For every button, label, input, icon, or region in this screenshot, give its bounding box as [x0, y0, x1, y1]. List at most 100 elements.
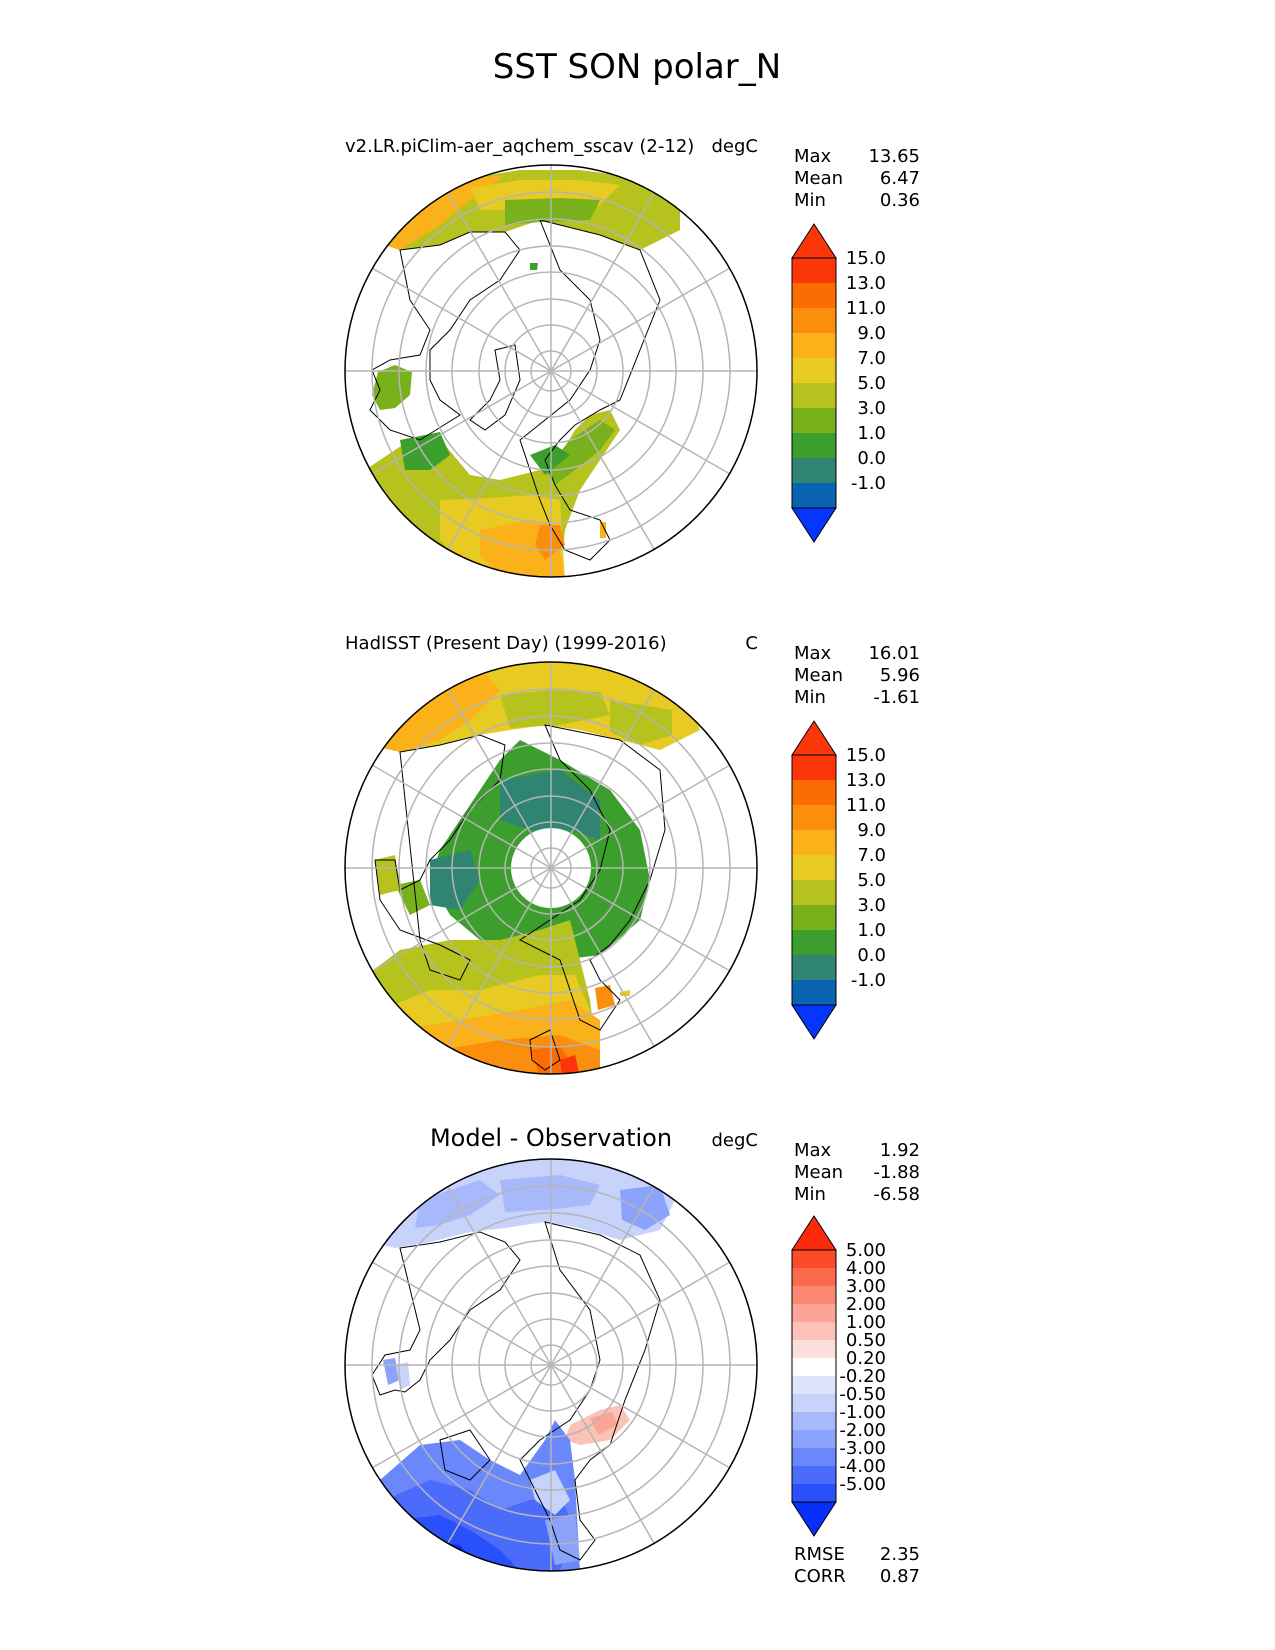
stat-label: RMSE — [794, 1544, 845, 1565]
colorbar-tick-label: 5.00 — [846, 1240, 886, 1261]
extra-stats-block: RMSE 2.35 CORR 0.87 — [794, 1544, 920, 1587]
colorbar-tick-label: 11.0 — [846, 298, 886, 319]
colorbar-swatch — [792, 880, 836, 905]
stat-value: 5.96 — [880, 665, 920, 686]
coastline — [529, 1029, 561, 1071]
figure-title: SST SON polar_N — [493, 47, 781, 87]
sst-region — [610, 700, 672, 745]
colorbar-extend-min — [791, 507, 837, 543]
sst-region — [530, 263, 538, 270]
colorbar-swatch — [792, 1268, 836, 1286]
coastline — [374, 734, 506, 981]
colorbar-tick-label: 5.0 — [857, 373, 886, 394]
colorbar-swatch — [792, 433, 836, 458]
panel-title: HadISST (Present Day) (1999-2016) — [345, 633, 667, 654]
sst-region — [375, 855, 400, 895]
stat-value: -1.61 — [873, 687, 920, 708]
colorbar-swatch — [792, 955, 836, 980]
colorbar-tick-label: 1.0 — [857, 423, 886, 444]
colorbar-swatch — [792, 1340, 836, 1358]
map-boundary — [344, 164, 758, 578]
colorbar-tick-label: -1.0 — [851, 970, 886, 991]
colorbar-extend-max — [791, 223, 837, 259]
colorbar-swatch — [792, 1250, 836, 1268]
coastline — [519, 1221, 661, 1561]
bias-region — [500, 1175, 600, 1212]
panel-units: degC — [712, 136, 759, 157]
map-boundary — [344, 1158, 758, 1572]
colorbar-tick-label: 9.0 — [857, 323, 886, 344]
sst-region — [395, 880, 430, 915]
panel-model: v2.LR.piClim-aer_aqchem_sscav (2-12) deg… — [344, 136, 920, 578]
colorbar-swatch — [792, 408, 836, 433]
stats-block: Max 16.01 Mean 5.96 Min -1.61 — [794, 643, 920, 708]
colorbar-swatch — [792, 980, 836, 1005]
panel-title: Model - Observation — [430, 1124, 672, 1152]
colorbar-tick-label: 0.0 — [857, 448, 886, 469]
coastline — [371, 1231, 521, 1396]
colorbar-swatch — [792, 1322, 836, 1340]
stat-value: 13.65 — [868, 146, 920, 167]
stat-label: Min — [794, 190, 826, 211]
graticule — [345, 1159, 757, 1571]
colorbar-tick-label: 9.0 — [857, 820, 886, 841]
sst-region — [370, 668, 500, 752]
sst-region — [595, 985, 615, 1010]
colorbar: 5.00 4.00 3.00 2.00 1.00 0.50 0.20 -0.20… — [791, 1215, 886, 1537]
colorbar-tick-label: 1.00 — [846, 1312, 886, 1333]
colorbar-tick-label: 7.0 — [857, 845, 886, 866]
panel-obs: HadISST (Present Day) (1999-2016) C Max … — [344, 633, 920, 1075]
stat-label: Max — [794, 1140, 832, 1161]
panel-diff: Model - Observation degC Max 1.92 Mean -… — [344, 1124, 920, 1587]
colorbar-swatch — [792, 383, 836, 408]
stat-value: -6.58 — [873, 1184, 920, 1205]
stat-label: Max — [794, 146, 832, 167]
coastline — [519, 724, 666, 1031]
colorbar-tick-label: -3.00 — [839, 1438, 886, 1459]
stat-value: -1.88 — [873, 1162, 920, 1183]
stat-label: Max — [794, 643, 832, 664]
colorbar-swatch — [792, 905, 836, 930]
colorbar-tick-label: 13.0 — [846, 770, 886, 791]
colorbar-tick-label: 0.50 — [846, 1330, 886, 1351]
colorbar-tick-label: 15.0 — [846, 745, 886, 766]
stat-label: Mean — [794, 168, 843, 189]
bias-region — [530, 1470, 570, 1515]
colorbar-extend-max — [791, 1215, 837, 1251]
colorbar-swatch — [792, 258, 836, 283]
colorbar-tick-label: 13.0 — [846, 273, 886, 294]
map-model — [344, 164, 758, 578]
stat-label: CORR — [794, 1566, 846, 1587]
colorbar-tick-label: 7.0 — [857, 348, 886, 369]
colorbar: 15.0 13.0 11.0 9.0 7.0 5.0 3.0 1.0 0.0 -… — [791, 720, 886, 1040]
colorbar-tick-label: 11.0 — [846, 795, 886, 816]
colorbar-swatch — [792, 1466, 836, 1484]
map-boundary — [344, 661, 758, 1075]
map-obs — [344, 661, 758, 1075]
colorbar-swatch — [792, 755, 836, 780]
colorbar-swatch — [792, 780, 836, 805]
colorbar-swatch — [792, 1484, 836, 1502]
sst-region — [600, 522, 606, 538]
colorbar-swatch — [792, 1430, 836, 1448]
sst-region — [535, 525, 565, 560]
colorbar-swatch — [792, 283, 836, 308]
bias-region — [620, 1185, 670, 1230]
bias-region — [590, 1412, 618, 1435]
graticule — [345, 662, 757, 1074]
sst-region — [560, 1055, 580, 1074]
sst-region — [400, 432, 450, 470]
colorbar-extend-min — [791, 1004, 837, 1040]
stat-value: 1.92 — [880, 1140, 920, 1161]
colorbar-swatch — [792, 830, 836, 855]
colorbar-tick-label: 3.00 — [846, 1276, 886, 1297]
stat-value: 0.87 — [880, 1566, 920, 1587]
colorbar-tick-label: 2.00 — [846, 1294, 886, 1315]
colorbar-tick-label: -5.00 — [839, 1474, 886, 1495]
colorbar-swatch — [792, 1448, 836, 1466]
stats-block: Max 1.92 Mean -1.88 Min -6.58 — [794, 1140, 920, 1205]
colorbar-swatch — [792, 308, 836, 333]
bias-region — [545, 1515, 580, 1565]
sst-region — [430, 850, 480, 910]
